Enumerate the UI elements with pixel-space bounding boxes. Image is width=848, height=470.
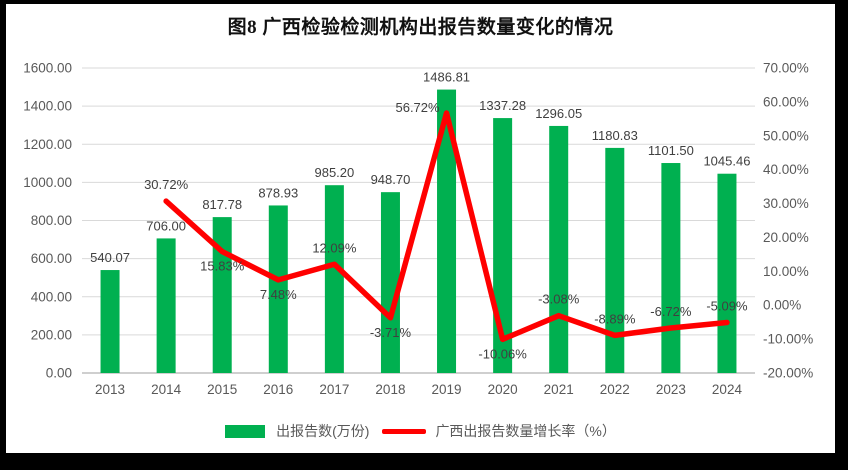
x-tick-label: 2014 [151, 382, 182, 397]
y-left-tick-label: 1600.00 [23, 61, 72, 76]
y-right-tick-label: -10.00% [763, 332, 813, 347]
y-right-tick-label: 10.00% [763, 264, 809, 279]
y-right-tick-label: 40.00% [763, 162, 809, 177]
x-tick-label: 2024 [712, 382, 743, 397]
bar-value-label: 1045.46 [703, 154, 750, 169]
bar [549, 125, 569, 374]
chart-title: 图8 广西检验检测机构出报告数量变化的情况 [227, 17, 614, 38]
x-tick-label: 2023 [656, 382, 686, 397]
bar [268, 205, 288, 373]
y-left-tick-label: 600.00 [31, 251, 72, 266]
bar [100, 270, 120, 373]
growth-point-label: -8.89% [594, 311, 636, 326]
growth-point-label: -5.09% [706, 298, 748, 313]
growth-point-label: -3.08% [538, 292, 580, 307]
chart-panel: 图8 广西检验检测机构出报告数量变化的情况 0.00 200.00 400.00 60… [6, 4, 835, 453]
y-right-tick-label: 50.00% [763, 128, 809, 143]
y-left-tick-label: 400.00 [31, 289, 72, 304]
growth-point-label: -3.71% [370, 325, 412, 340]
x-tick-label: 2018 [375, 382, 405, 397]
legend-line-label: 广西出报告数量增长率（%） [435, 423, 616, 439]
bar [156, 238, 176, 373]
bar [717, 173, 737, 373]
growth-point-label: 56.72% [395, 100, 440, 115]
bar-value-label: 948.70 [371, 172, 411, 187]
y-right-tick-label: 30.00% [763, 196, 809, 211]
bar-value-label: 1486.81 [423, 70, 470, 85]
x-tick-label: 2016 [263, 382, 293, 397]
bar-value-label: 817.78 [202, 197, 242, 212]
chart-legend: 出报告数(万份) 广西出报告数量增长率（%） [6, 421, 835, 441]
x-tick-label: 2020 [488, 382, 518, 397]
bar [212, 217, 232, 373]
growth-point-label: 30.72% [144, 177, 189, 192]
x-tick-label: 2015 [207, 382, 237, 397]
y-right-tick-label: -20.00% [763, 366, 813, 381]
bar-value-label: 1337.28 [479, 98, 526, 113]
x-tick-label: 2019 [432, 382, 462, 397]
bar-value-label: 1101.50 [648, 143, 694, 158]
bar [661, 163, 681, 373]
y-left-tick-label: 1400.00 [23, 99, 72, 114]
x-tick-label: 2022 [600, 382, 630, 397]
y-left-tick-label: 200.00 [31, 327, 72, 342]
bar [380, 192, 400, 373]
bar-value-label: 878.93 [258, 185, 298, 200]
x-tick-label: 2017 [319, 382, 349, 397]
bar [605, 147, 625, 373]
growth-point-label: -6.72% [650, 304, 692, 319]
bar-value-label: 540.07 [90, 250, 130, 265]
combo-chart: 0.00 200.00 400.00 600.00 800.00 1000.00 1200.… [23, 61, 813, 398]
legend-bar-label: 出报告数(万份) [276, 423, 370, 439]
y-right-tick-label: 60.00% [763, 94, 809, 109]
bar-value-label: 1180.83 [592, 128, 638, 143]
y-left-tick-label: 0.00 [46, 366, 72, 381]
y-left-tick-label: 1200.00 [23, 137, 72, 152]
growth-point-label: 12.09% [312, 240, 357, 255]
bar [324, 185, 344, 373]
growth-line [163, 110, 730, 343]
y-right-tick-label: 20.00% [763, 230, 809, 245]
bar-value-label: 985.20 [314, 165, 354, 180]
x-tick-label: 2021 [544, 382, 574, 397]
bar-value-label: 1296.05 [535, 106, 582, 121]
bar [437, 89, 457, 373]
x-tick-label: 2013 [95, 382, 125, 397]
y-right-tick-label: 70.00% [763, 61, 809, 76]
y-left-tick-label: 1000.00 [23, 175, 72, 190]
bar-value-label: 706.00 [146, 218, 186, 233]
y-left-tick-label: 800.00 [31, 213, 72, 228]
growth-point-label: 7.48% [260, 287, 297, 302]
growth-point-label: -10.06% [478, 346, 527, 361]
legend-line-swatch-icon [382, 428, 427, 434]
growth-point-label: 15.83% [200, 259, 245, 274]
y-right-tick-label: 0.00% [763, 298, 801, 313]
legend-bar-swatch-icon [225, 424, 266, 438]
